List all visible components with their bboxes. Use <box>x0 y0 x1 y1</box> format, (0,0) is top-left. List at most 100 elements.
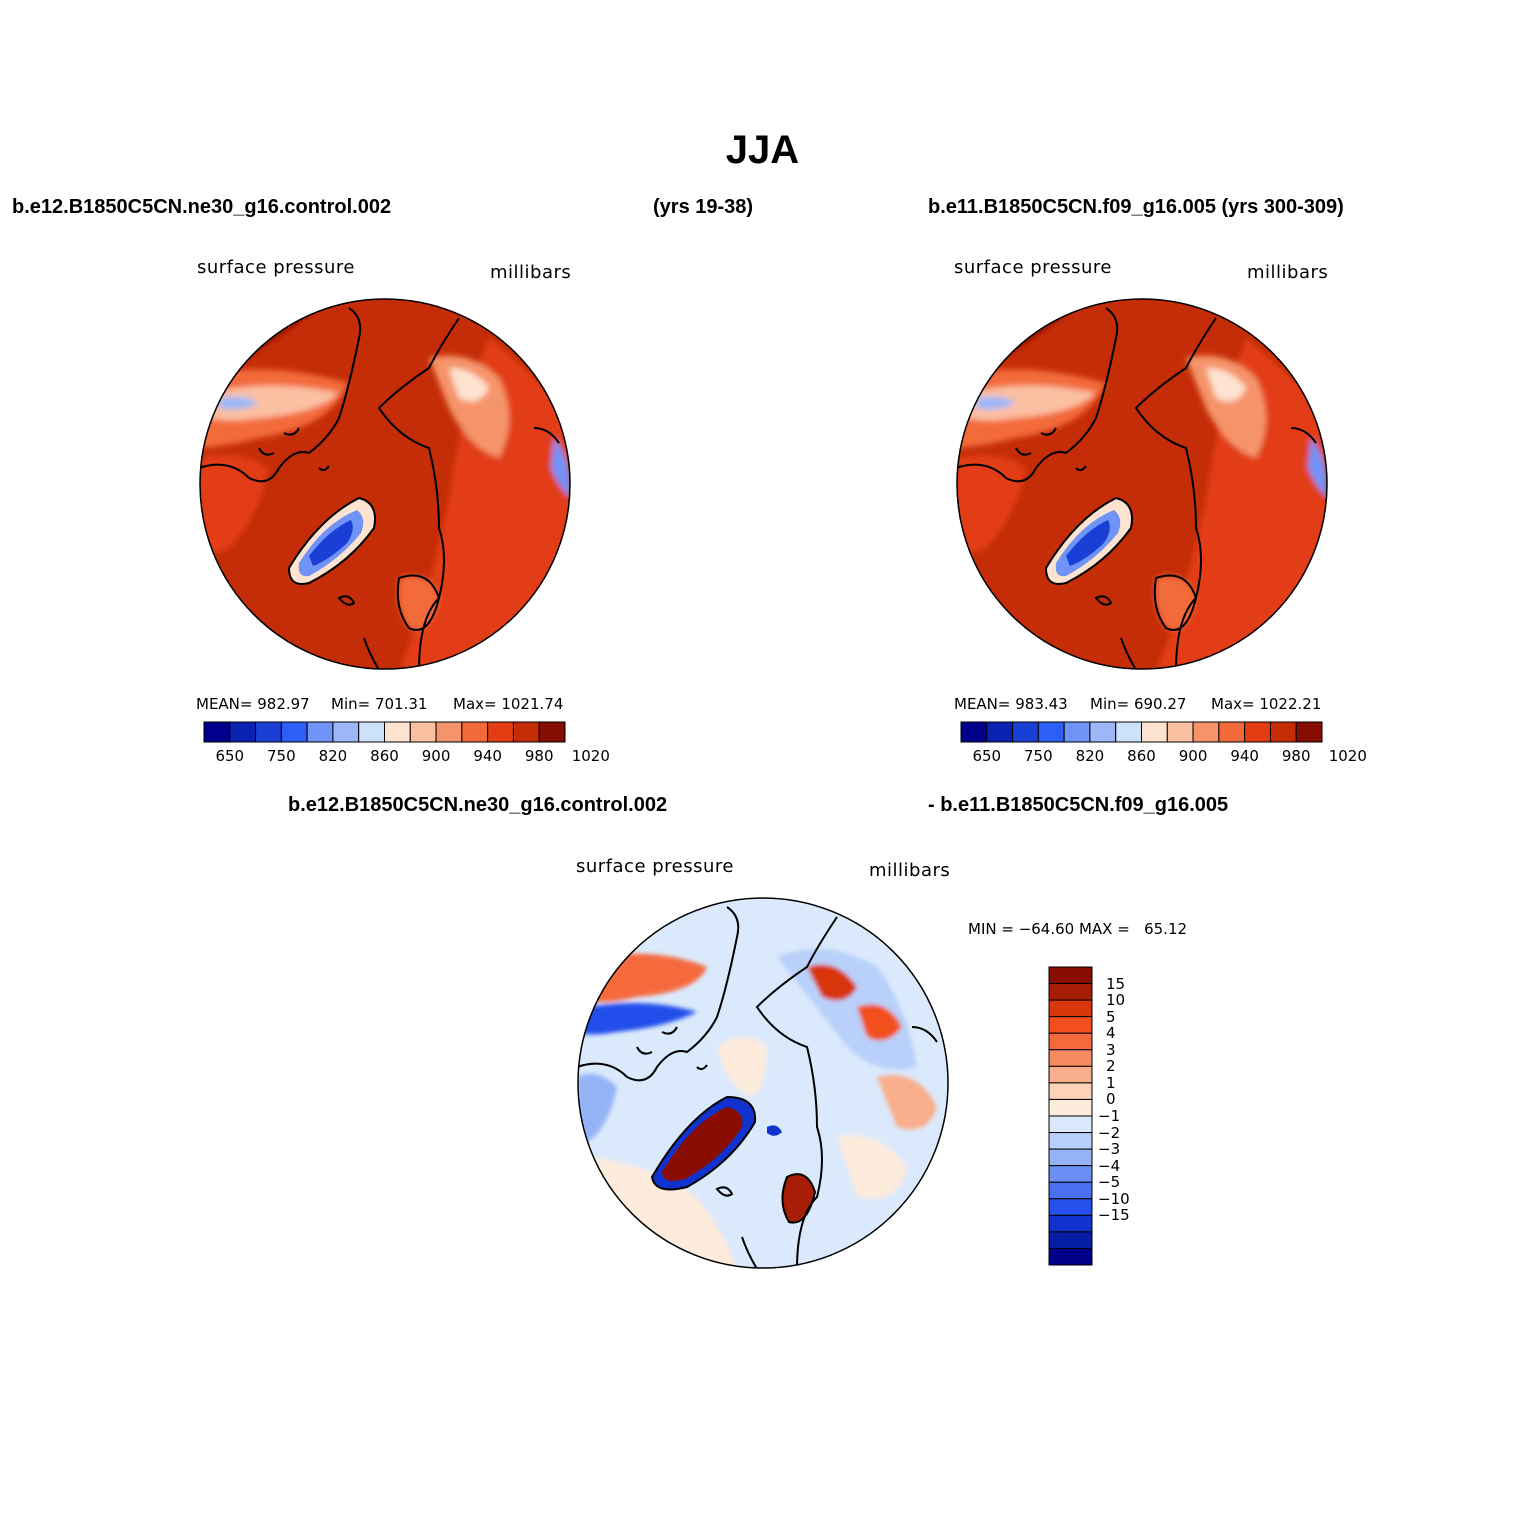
case1-field-label: surface pressure <box>197 257 355 278</box>
case1-colorbar-box-4 <box>306 721 334 743</box>
case1-himalaya-low <box>551 438 570 498</box>
diff-colorbar-box-5 <box>1048 1049 1093 1067</box>
case1-colorbar-box-9 <box>435 721 463 743</box>
case1-colorbar-box-8 <box>409 721 437 743</box>
case1-colorbar-box-13 <box>538 721 566 743</box>
diff-colorbar-label: 2 <box>1106 1057 1116 1076</box>
diff-colorbar-label: −2 <box>1098 1123 1121 1142</box>
case1-colorbar-box-7 <box>384 721 411 743</box>
case2-colorbar-box-7 <box>1141 721 1168 743</box>
figure-title: JJA <box>725 128 800 172</box>
diff-colorbar-box-17 <box>1048 1247 1093 1266</box>
case2-colorbar-box-10 <box>1218 721 1246 743</box>
case1-min-stat: Min= 701.31 <box>331 695 428 713</box>
case2-units-label: millibars <box>1247 262 1329 283</box>
case1-colorbar-box-10 <box>461 721 489 743</box>
case1-colorbar-label: 980 <box>524 747 554 765</box>
diff-colorbar-box-3 <box>1048 1016 1093 1034</box>
diff-colorbar-box-0 <box>1048 966 1093 985</box>
case1-header-left: b.e12.B1850C5CN.ne30_g16.control.002 <box>12 196 392 218</box>
case1-colorbar <box>203 721 566 743</box>
diff-colorbar-box-14 <box>1048 1198 1093 1216</box>
diff-colorbar-label: −5 <box>1098 1173 1121 1192</box>
case2-map-boundary <box>956 298 1328 670</box>
case1-colorbar-box-5 <box>332 721 360 743</box>
case2-header: b.e11.B1850C5CN.f09_g16.005 (yrs 300-309… <box>928 196 1344 218</box>
diff-colorbar-label: 3 <box>1106 1040 1116 1059</box>
diff-colorbar-box-13 <box>1048 1181 1093 1200</box>
case2-field-label: surface pressure <box>954 257 1112 278</box>
diff-asia-positive <box>877 1075 937 1130</box>
case2-colorbar-label: 650 <box>972 747 1002 765</box>
diff-colorbar-box-1 <box>1048 983 1093 1001</box>
case1-rockies-region <box>209 385 339 421</box>
case2-polar-map <box>956 298 1328 670</box>
case2-colorbar-label: 940 <box>1230 747 1259 765</box>
diff-iceland-negative <box>767 1125 782 1136</box>
case2-tibet-outer <box>1186 355 1266 458</box>
case1-colorbar-box-1 <box>229 721 257 743</box>
diff-map-boundary <box>577 897 949 1269</box>
diff-russia-positive <box>837 1135 907 1199</box>
case1-colorbar-label: 940 <box>473 747 502 765</box>
case2-colorbar-box-2 <box>1012 721 1039 743</box>
case1-colorbar-box-2 <box>255 721 282 743</box>
diff-colorbar-box-11 <box>1048 1148 1093 1167</box>
case2-colorbar-box-6 <box>1115 721 1142 743</box>
case1-colorbar-label: 650 <box>215 747 245 765</box>
diff-america-negative <box>578 1003 697 1035</box>
case2-colorbar-box-8 <box>1166 721 1194 743</box>
case1-max-stat: Max= 1021.74 <box>453 695 564 713</box>
case1-colorbar-label: 900 <box>421 747 451 765</box>
case2-colorbar-label: 750 <box>1024 747 1053 765</box>
case2-himalaya-low <box>1308 438 1327 498</box>
case1-colorbar-box-3 <box>280 721 308 743</box>
case2-mean-stat: MEAN= 983.43 <box>954 695 1068 713</box>
case2-colorbar-label: 820 <box>1075 747 1105 765</box>
case1-polar-map <box>199 298 571 670</box>
diff-colorbar-label: −4 <box>1098 1156 1121 1175</box>
case2-colorbar-box-3 <box>1037 721 1065 743</box>
case1-colorbar-label: 820 <box>318 747 348 765</box>
diff-colorbar-label: 1 <box>1106 1073 1116 1092</box>
diff-colorbar-label: 4 <box>1106 1024 1116 1043</box>
case1-coastlines <box>200 307 560 669</box>
case1-colorbar-box-6 <box>358 721 385 743</box>
diff-minmax-stat: MIN = −64.60 MAX = 65.12 <box>968 920 1188 938</box>
case1-header-right: (yrs 19-38) <box>653 196 754 218</box>
diff-header-left: b.e12.B1850C5CN.ne30_g16.control.002 <box>288 794 668 816</box>
diff-colorbar-label: −3 <box>1098 1140 1121 1159</box>
case2-tibet-inner <box>1206 368 1246 402</box>
case1-colorbar-label: 1020 <box>571 747 610 765</box>
diff-colorbar-box-9 <box>1048 1115 1093 1134</box>
diff-siberia-positive-1 <box>807 964 857 1001</box>
case2-max-stat: Max= 1022.21 <box>1211 695 1322 713</box>
case1-units-label: millibars <box>490 262 572 283</box>
case2-colorbar-label: 1020 <box>1328 747 1367 765</box>
diff-coastlines <box>578 906 938 1268</box>
diff-colorbar-label: 15 <box>1106 974 1126 993</box>
case2-min-stat: Min= 690.27 <box>1090 695 1187 713</box>
diff-header-right: - b.e11.B1850C5CN.f09_g16.005 <box>928 794 1229 816</box>
case1-colorbar-box-11 <box>487 721 514 743</box>
diff-colorbar-box-6 <box>1048 1065 1093 1084</box>
case1-rockies-low <box>219 396 259 410</box>
case2-colorbar-box-1 <box>986 721 1014 743</box>
diff-colorbar-box-8 <box>1048 1098 1093 1117</box>
case2-scandinavia <box>1154 575 1196 630</box>
case1-colorbar-box-0 <box>203 721 231 743</box>
case1-colorbar-label: 860 <box>370 747 399 765</box>
case2-colorbar-labels: 650 750 820 860 900 940 980 1020 <box>961 747 1366 767</box>
case1-map-boundary <box>199 298 571 670</box>
case2-colorbar <box>960 721 1323 743</box>
case1-tibet-inner <box>449 368 489 402</box>
diff-colorbar-label: −10 <box>1098 1189 1130 1208</box>
case2-colorbar-box-0 <box>960 721 988 743</box>
diff-colorbar-box-7 <box>1048 1082 1093 1100</box>
diff-colorbar <box>1048 966 1093 1266</box>
diff-colorbar-label: 10 <box>1106 991 1126 1010</box>
diff-polar-map <box>577 897 949 1269</box>
diff-north-america-negative <box>578 1073 617 1147</box>
case2-colorbar-box-13 <box>1295 721 1323 743</box>
diff-units-label: millibars <box>869 860 951 881</box>
